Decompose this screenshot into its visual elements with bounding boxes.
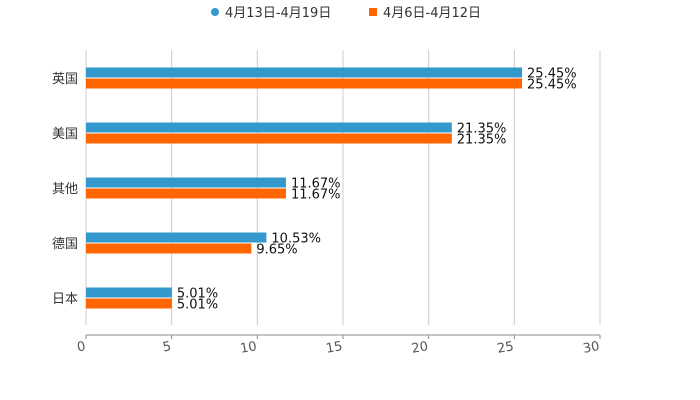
x-tick-label: 20 [410,339,429,357]
x-tick-label: 30 [582,339,601,357]
bar-0 [86,232,267,243]
legend-marker-0 [211,8,219,16]
bar-1 [86,298,172,309]
x-tick-label: 5 [162,339,173,355]
data-label: 5.01% [177,287,218,302]
bar-1 [86,78,523,89]
bar-0 [86,287,172,298]
data-label: 9.65% [256,243,297,258]
data-label: 25.45% [527,67,577,82]
bar-1 [86,243,252,254]
category-label: 美国 [52,127,78,142]
category-label: 其他 [52,182,78,197]
data-label: 21.35% [457,122,507,137]
category-label: 日本 [52,292,78,307]
data-label: 25.45% [527,78,577,93]
legend-label-1: 4月6日-4月12日 [383,6,481,21]
x-tick-label: 25 [496,339,515,357]
category-label: 德国 [52,237,78,252]
bar-1 [86,133,452,144]
bar-1 [86,188,286,199]
x-tick-label: 15 [325,339,344,357]
data-label: 21.35% [457,133,507,148]
data-label: 10.53% [271,232,321,247]
category-label: 英国 [52,72,78,87]
bar-0 [86,67,523,78]
bar-0 [86,122,452,133]
x-tick-label: 0 [76,339,87,355]
legend-marker-1 [369,8,377,16]
legend-label-0: 4月13日-4月19日 [225,6,331,21]
data-label: 11.67% [291,188,341,203]
x-tick-label: 10 [239,339,258,357]
bar-0 [86,177,286,188]
data-label: 5.01% [177,298,218,313]
data-label: 11.67% [291,177,341,192]
